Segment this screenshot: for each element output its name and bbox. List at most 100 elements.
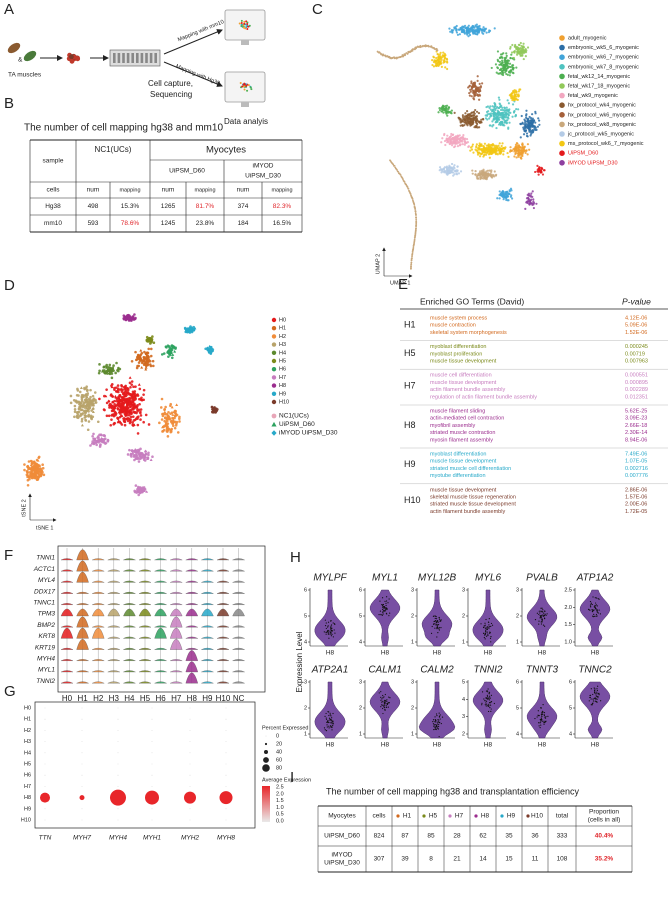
violin-point <box>539 612 541 614</box>
tick-label: 3 <box>462 587 465 593</box>
umap-point <box>533 125 536 128</box>
violin-point <box>484 622 486 624</box>
tsne-point <box>40 472 43 475</box>
violin <box>526 589 558 647</box>
violin-point <box>543 625 546 627</box>
umap-point <box>448 27 451 30</box>
violin-point <box>541 611 543 613</box>
table-cell: 62 <box>479 833 487 840</box>
umap-point <box>473 114 476 117</box>
umap-point <box>380 53 382 56</box>
umap-point <box>503 56 506 60</box>
tsne-point <box>142 356 146 359</box>
dot <box>189 730 191 731</box>
table-header: Proportion <box>589 809 619 816</box>
umap-point <box>469 146 473 149</box>
umap-point <box>461 115 465 118</box>
tsne-point <box>138 402 141 406</box>
tsne-point <box>37 470 40 474</box>
tsne-point <box>124 384 127 388</box>
umap-point <box>499 151 502 154</box>
umap-point <box>412 244 415 247</box>
tsne-point <box>213 410 216 413</box>
tsne-point <box>86 402 89 406</box>
umap-point <box>474 148 477 151</box>
umap-point <box>448 169 451 172</box>
go-pvalue: 2.66E-18 <box>625 423 647 429</box>
table-header: Myocytes <box>328 813 356 820</box>
umap-point <box>471 172 474 175</box>
tsne-point <box>80 395 84 399</box>
umap-point <box>493 27 496 30</box>
umap-point <box>457 141 460 144</box>
umap-point <box>495 71 498 74</box>
tsne-point <box>162 352 166 355</box>
dot <box>81 808 83 810</box>
tsne-point <box>120 384 123 387</box>
violin-point <box>433 623 435 625</box>
panel-letter: D <box>4 277 15 294</box>
gene-title: TNNT3 <box>526 665 559 676</box>
umap-point <box>470 88 473 91</box>
tsne-point <box>161 412 164 416</box>
violin-point <box>389 612 391 614</box>
umap-point <box>411 251 414 253</box>
umap-point <box>505 190 508 194</box>
cluster-label: H9 <box>404 459 416 469</box>
violin-point <box>327 720 329 722</box>
umap-point <box>515 47 518 50</box>
umap-point <box>471 122 474 125</box>
legend-swatch <box>559 160 565 166</box>
violin-point <box>440 627 442 629</box>
umap-point <box>407 50 410 53</box>
umap-point <box>464 142 467 145</box>
dot <box>225 718 227 720</box>
umap-point <box>502 153 505 156</box>
chip-lane <box>113 53 116 63</box>
umap-point <box>378 51 380 54</box>
gene-title: ATP1A2 <box>576 573 614 584</box>
tsne-point <box>91 407 95 411</box>
tsne-point <box>160 418 164 421</box>
umap-point <box>514 143 518 147</box>
tsne-point <box>105 414 109 418</box>
umap-point <box>528 125 531 128</box>
go-pvalue: 2.30E-14 <box>625 430 647 436</box>
violin-point <box>592 693 594 696</box>
violin-point <box>541 715 543 718</box>
umap-point <box>453 111 456 114</box>
umap-point <box>470 82 473 85</box>
umap-point <box>415 217 418 219</box>
umap-point <box>438 108 441 112</box>
cluster-swatch <box>422 814 426 818</box>
umap-point <box>525 132 529 135</box>
umap-point <box>457 116 460 119</box>
umap-point <box>507 127 510 130</box>
umap-point <box>521 122 524 125</box>
umap-point <box>410 263 413 266</box>
umap-point <box>515 107 518 111</box>
table-subheader: num <box>237 187 250 194</box>
violin-point <box>486 694 488 696</box>
umap-point <box>401 54 404 56</box>
violin-point <box>592 700 595 702</box>
umap-point <box>472 151 475 154</box>
violin-point <box>543 723 545 725</box>
umap-point <box>403 181 406 183</box>
tick-label: 2 <box>304 705 307 711</box>
violin-point <box>432 720 434 723</box>
violin-point <box>592 702 594 704</box>
tsne-point <box>161 425 165 429</box>
tsne-point <box>102 365 106 369</box>
legend-label: embryonic_wk6_7_myogenic <box>568 55 639 61</box>
umap-point <box>444 105 447 108</box>
legend-label: H10 <box>279 399 289 405</box>
go-pvalue: 5.09E-06 <box>625 323 647 329</box>
dot <box>189 808 191 810</box>
legend-tick: 0.0 <box>276 818 284 824</box>
tsne-point <box>173 420 177 424</box>
violin-point <box>438 618 441 620</box>
umap-point <box>524 151 527 155</box>
umap-point <box>440 58 443 61</box>
violin-point <box>327 625 329 627</box>
